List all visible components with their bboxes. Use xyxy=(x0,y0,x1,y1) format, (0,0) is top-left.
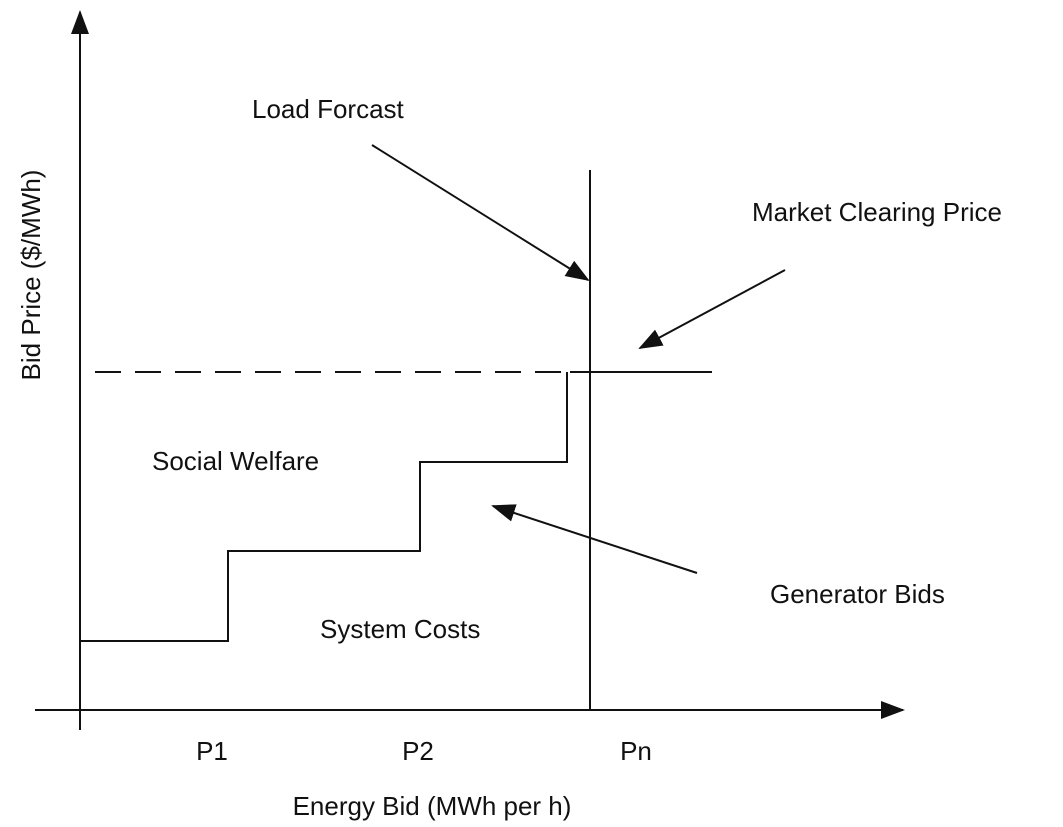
x-label: P1 xyxy=(196,736,228,766)
arrow xyxy=(371,144,590,282)
arrow xyxy=(638,269,786,349)
annotation: Market Clearing Price xyxy=(752,197,1002,227)
arrow xyxy=(491,504,698,574)
bid-steps xyxy=(80,372,568,642)
annotation: System Costs xyxy=(320,614,480,644)
annotation: Generator Bids xyxy=(770,579,945,609)
annotation: Social Welfare xyxy=(152,446,319,476)
x-label: Pn xyxy=(620,736,652,766)
x-axis-title: Energy Bid (MWh per h) xyxy=(293,791,572,821)
annotation: Load Forcast xyxy=(252,94,405,124)
x-label: P2 xyxy=(402,736,434,766)
y-axis-title: Bid Price ($/MWh) xyxy=(16,170,46,381)
